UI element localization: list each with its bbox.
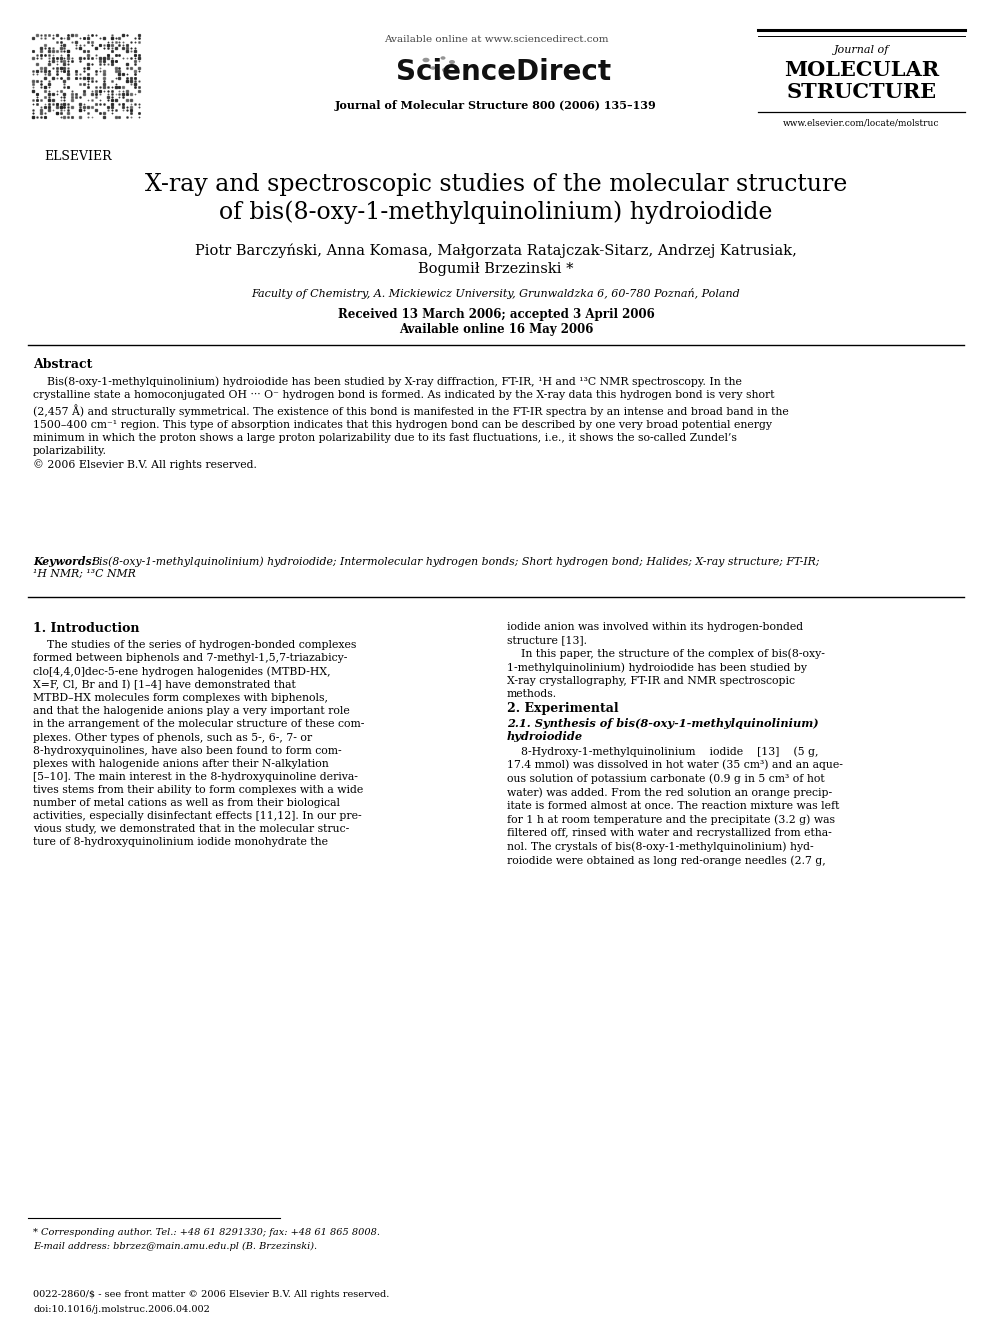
Text: ¹H NMR; ¹³C NMR: ¹H NMR; ¹³C NMR	[33, 569, 136, 579]
Text: 2. Experimental: 2. Experimental	[507, 703, 619, 714]
Text: Bis(8-oxy-1-methylquinolinium) hydroiodide; Intermolecular hydrogen bonds; Short: Bis(8-oxy-1-methylquinolinium) hydroiodi…	[91, 556, 819, 566]
Text: * Corresponding author. Tel.: +48 61 8291330; fax: +48 61 865 8008.: * Corresponding author. Tel.: +48 61 829…	[33, 1228, 380, 1237]
Ellipse shape	[449, 60, 455, 64]
Text: Received 13 March 2006; accepted 3 April 2006: Received 13 March 2006; accepted 3 April…	[337, 308, 655, 321]
Text: ScienceDirect: ScienceDirect	[397, 58, 611, 86]
Text: STRUCTURE: STRUCTURE	[787, 82, 936, 102]
Ellipse shape	[435, 75, 441, 79]
Text: iodide anion was involved within its hydrogen-bonded
structure [13].
    In this: iodide anion was involved within its hyd…	[507, 622, 825, 699]
Text: doi:10.1016/j.molstruc.2006.04.002: doi:10.1016/j.molstruc.2006.04.002	[33, 1304, 210, 1314]
Text: Keywords:: Keywords:	[33, 556, 99, 568]
Text: Abstract: Abstract	[33, 359, 92, 370]
Text: Piotr Barczyński, Anna Komasa, Małgorzata Ratajczak-Sitarz, Andrzej Katrusiak,: Piotr Barczyński, Anna Komasa, Małgorzat…	[195, 243, 797, 258]
Text: Bis(8-oxy-1-methylquinolinium) hydroiodide has been studied by X-ray diffraction: Bis(8-oxy-1-methylquinolinium) hydroiodi…	[33, 376, 789, 470]
Text: Journal of: Journal of	[834, 45, 889, 56]
Text: X-ray and spectroscopic studies of the molecular structure: X-ray and spectroscopic studies of the m…	[145, 173, 847, 196]
Text: 8-Hydroxy-1-methylquinolinium    iodide    [13]    (5 g,
17.4 mmol) was dissolve: 8-Hydroxy-1-methylquinolinium iodide [13…	[507, 746, 843, 865]
Text: E-mail address: bbrzez@main.amu.edu.pl (B. Brzezinski).: E-mail address: bbrzez@main.amu.edu.pl (…	[33, 1242, 317, 1252]
Text: Journal of Molecular Structure 800 (2006) 135–139: Journal of Molecular Structure 800 (2006…	[335, 101, 657, 111]
Text: 0022-2860/$ - see front matter © 2006 Elsevier B.V. All rights reserved.: 0022-2860/$ - see front matter © 2006 El…	[33, 1290, 390, 1299]
Text: www.elsevier.com/locate/molstruc: www.elsevier.com/locate/molstruc	[784, 118, 939, 127]
Text: Available online at www.sciencedirect.com: Available online at www.sciencedirect.co…	[384, 34, 608, 44]
Text: of bis(8-oxy-1-methylquinolinium) hydroiodide: of bis(8-oxy-1-methylquinolinium) hydroi…	[219, 200, 773, 224]
Ellipse shape	[442, 67, 450, 73]
Text: ELSEVIER: ELSEVIER	[45, 149, 112, 163]
Text: Bogumił Brzezinski *: Bogumił Brzezinski *	[419, 262, 573, 277]
Text: 2.1. Synthesis of bis(8-oxy-1-methylquinolinium)
hydroiodide: 2.1. Synthesis of bis(8-oxy-1-methylquin…	[507, 718, 818, 742]
Text: 1. Introduction: 1. Introduction	[33, 622, 140, 635]
Text: Faculty of Chemistry, A. Mickiewicz University, Grunwaldzka 6, 60-780 Poznań, Po: Faculty of Chemistry, A. Mickiewicz Univ…	[252, 288, 740, 299]
Ellipse shape	[440, 57, 445, 60]
Text: MOLECULAR: MOLECULAR	[784, 60, 939, 79]
Ellipse shape	[423, 58, 430, 62]
Text: Available online 16 May 2006: Available online 16 May 2006	[399, 323, 593, 336]
Text: The studies of the series of hydrogen-bonded complexes
formed between biphenols : The studies of the series of hydrogen-bo…	[33, 640, 364, 847]
Ellipse shape	[431, 66, 435, 70]
